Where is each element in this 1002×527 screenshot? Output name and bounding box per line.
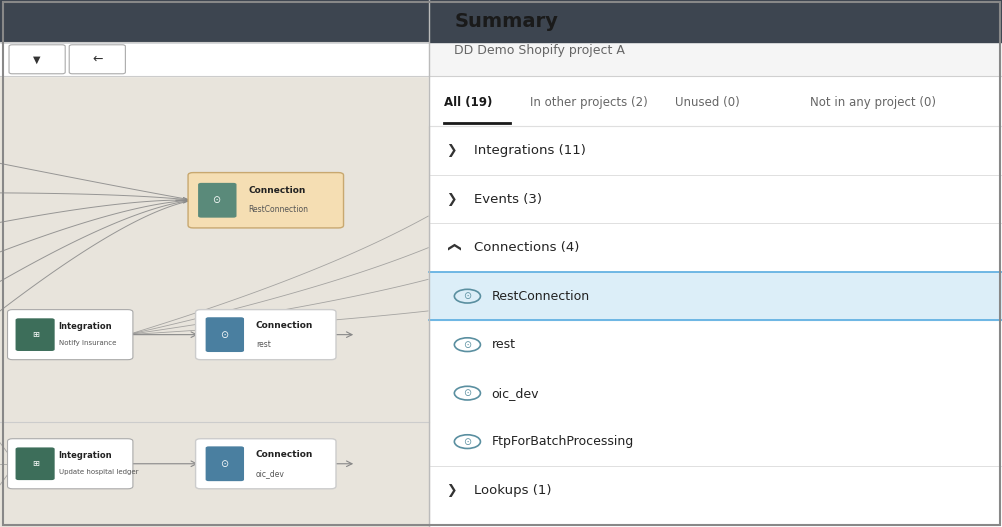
Text: In other projects (2): In other projects (2): [529, 96, 646, 109]
Text: ❯: ❯: [446, 144, 456, 157]
Text: ❮: ❮: [445, 242, 457, 253]
Bar: [429, 0, 1002, 76]
FancyBboxPatch shape: [195, 310, 336, 359]
Bar: [429, 272, 1002, 320]
Bar: [429, 76, 1002, 126]
Text: ❯: ❯: [446, 484, 456, 496]
Text: oic_dev: oic_dev: [491, 387, 538, 399]
FancyBboxPatch shape: [16, 318, 55, 351]
Text: Lookups (1): Lookups (1): [474, 484, 551, 496]
Text: DD Demo Shopify project A: DD Demo Shopify project A: [454, 44, 624, 56]
Text: FtpForBatchProcessing: FtpForBatchProcessing: [491, 435, 633, 448]
Text: Events (3): Events (3): [474, 193, 542, 206]
Text: ⊞: ⊞: [32, 459, 39, 469]
Text: ⊙: ⊙: [219, 330, 227, 339]
FancyBboxPatch shape: [198, 183, 236, 218]
Text: ⊙: ⊙: [463, 437, 471, 446]
Bar: [0, 0, 1002, 42]
FancyBboxPatch shape: [9, 45, 65, 74]
Text: RestConnection: RestConnection: [491, 290, 589, 302]
Text: ⊙: ⊙: [463, 388, 471, 398]
Text: Connection: Connection: [256, 320, 313, 330]
Text: rest: rest: [256, 339, 271, 349]
Text: Connection: Connection: [248, 186, 306, 196]
FancyBboxPatch shape: [8, 310, 132, 359]
Bar: [429, 272, 1002, 320]
FancyBboxPatch shape: [205, 317, 243, 352]
Text: oic_dev: oic_dev: [256, 469, 285, 478]
Text: Integration: Integration: [59, 451, 112, 460]
Text: ❯: ❯: [446, 193, 456, 206]
Bar: [0, 0, 429, 527]
FancyBboxPatch shape: [16, 447, 55, 480]
Text: ⊙: ⊙: [463, 291, 471, 301]
Text: Unused (0): Unused (0): [674, 96, 739, 109]
Text: rest: rest: [491, 338, 515, 351]
Text: Update hospital ledger: Update hospital ledger: [59, 469, 138, 475]
Text: RestConnection: RestConnection: [248, 205, 308, 214]
FancyBboxPatch shape: [205, 446, 243, 481]
Text: Notify Insurance: Notify Insurance: [59, 340, 116, 346]
Text: ⊞: ⊞: [32, 330, 39, 339]
Text: Connection: Connection: [256, 450, 313, 459]
FancyBboxPatch shape: [195, 438, 336, 489]
Bar: [0, 42, 429, 76]
Text: ←: ←: [92, 53, 102, 66]
Text: Connections (4): Connections (4): [474, 241, 579, 254]
Text: ⊙: ⊙: [212, 196, 220, 205]
Text: ⊙: ⊙: [219, 459, 227, 469]
FancyBboxPatch shape: [8, 438, 132, 489]
Text: ▼: ▼: [33, 54, 41, 64]
Text: All (19): All (19): [444, 96, 492, 109]
Text: Integrations (11): Integrations (11): [474, 144, 586, 157]
Text: Integration: Integration: [59, 321, 112, 331]
FancyBboxPatch shape: [188, 173, 343, 228]
Text: Summary: Summary: [454, 12, 558, 31]
FancyBboxPatch shape: [69, 45, 125, 74]
Text: Not in any project (0): Not in any project (0): [810, 96, 936, 109]
Text: ⊙: ⊙: [463, 340, 471, 349]
